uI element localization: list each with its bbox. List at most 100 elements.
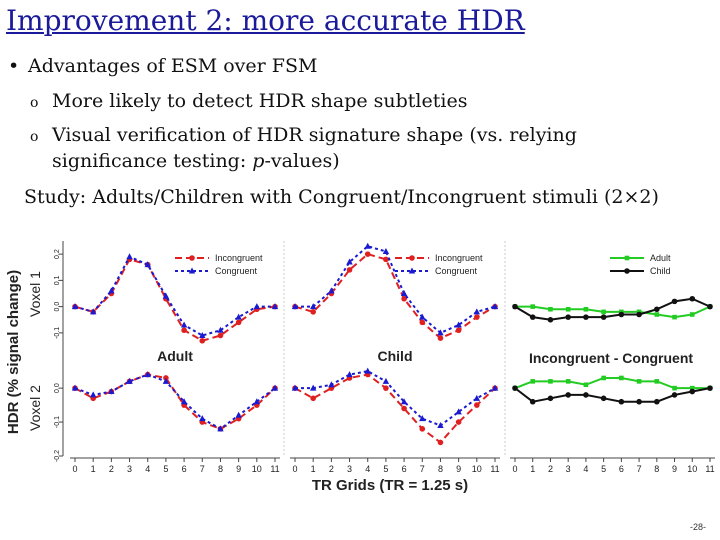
congruent-point [199, 332, 206, 338]
congruent-point [364, 242, 371, 249]
incongruent-point [310, 395, 316, 402]
congruent-point [400, 290, 408, 296]
child-point [547, 395, 554, 402]
adult-point [689, 312, 695, 317]
sub-bullet-marker-icon: o [30, 95, 39, 111]
legend-label: Child [650, 266, 671, 276]
child-point [583, 392, 589, 398]
congruent-point [455, 408, 462, 415]
child-point [689, 388, 696, 395]
child-point [565, 392, 571, 398]
sub-bullet-2-text-end: -values) [264, 150, 340, 172]
x-tick-label: 5 [601, 464, 606, 474]
incongruent-point [437, 335, 444, 341]
adult-point [689, 385, 695, 391]
congruent-point [188, 267, 196, 274]
congruent-point [71, 384, 79, 391]
incongruent-point [455, 419, 462, 425]
incongruent-point [419, 426, 426, 432]
child-point [636, 311, 642, 318]
study-line: Study: Adults/Children with Congruent/In… [24, 186, 659, 208]
p-italic: p [252, 150, 265, 172]
x-tick-label: 9 [236, 464, 241, 474]
child-point [707, 303, 713, 310]
child-point [512, 385, 518, 391]
x-tick-label: 10 [252, 464, 262, 474]
incongruent-point [401, 405, 407, 412]
adult-point [624, 255, 630, 261]
incongruent-line [74, 258, 276, 342]
x-tick-label: 4 [145, 464, 150, 474]
congruent-point [108, 287, 115, 294]
child-point [671, 392, 678, 398]
x-tick-label: 11 [705, 464, 714, 474]
x-tick-label: 8 [218, 464, 223, 474]
congruent-line [74, 373, 276, 431]
congruent-point [364, 367, 371, 374]
sub-bullet-2-text: Visual verification of HDR signature sha… [52, 124, 577, 146]
adult-point [636, 379, 642, 384]
x-tick-label: 0 [512, 464, 517, 474]
incongruent-point [199, 337, 206, 344]
x-tick-label: 6 [402, 464, 407, 474]
incongruent-line [294, 373, 496, 444]
congruent-point [291, 384, 299, 391]
congruent-point [382, 248, 390, 254]
incongruent-point [409, 255, 415, 261]
congruent-point [126, 253, 133, 260]
congruent-point [180, 321, 188, 328]
congruent-point [126, 377, 133, 384]
child-point [707, 385, 713, 391]
x-tick-label: 7 [420, 464, 425, 474]
congruent-line [295, 370, 496, 427]
congruent-point [408, 267, 416, 274]
y-tick-label: 0.2 [54, 249, 61, 259]
y-tick-label: 0.0 [54, 383, 61, 393]
x-tick-label: 4 [583, 464, 588, 474]
column-title-difference: Incongruent - Congruent [529, 350, 693, 366]
incongruent-point [181, 327, 187, 334]
congruent-point [346, 371, 353, 378]
adult-point [548, 379, 553, 384]
child-point [529, 314, 536, 320]
legend-label: Congruent [435, 266, 478, 276]
legend-label: Incongruent [435, 253, 483, 263]
x-tick-label: 3 [127, 464, 132, 474]
congruent-point [419, 415, 426, 422]
y-tick-label: -0.1 [54, 416, 61, 428]
adult-point [548, 306, 553, 312]
row-label-voxel2: Voxel 2 [27, 385, 43, 431]
child-point [636, 398, 642, 405]
child-point [654, 398, 660, 405]
x-tick-label: 3 [347, 464, 352, 474]
x-tick-label: 6 [619, 464, 624, 474]
x-tick-label: 5 [163, 464, 168, 474]
x-tick-label: 2 [548, 464, 553, 474]
child-point [618, 398, 625, 405]
x-tick-label: 10 [687, 464, 697, 474]
congruent-point [89, 391, 97, 398]
column-title-child: Child [378, 348, 413, 364]
y-tick-label: -0.2 [54, 450, 61, 462]
y-tick-label: 0.0 [54, 302, 61, 312]
child-point [600, 314, 607, 320]
incongruent-point [437, 439, 444, 446]
slide-title: Improvement 2: more accurate HDR [6, 4, 525, 37]
congruent-point [309, 384, 317, 391]
x-tick-label: 10 [472, 464, 482, 474]
sub-bullet-1: o More likely to detect HDR shape subtlet… [30, 90, 467, 112]
incongruent-point [383, 385, 389, 391]
child-point [600, 395, 607, 402]
bullet-advantages: • Advantages of ESM over FSM [8, 55, 317, 77]
adult-point [583, 382, 589, 388]
legend-label: Incongruent [215, 253, 263, 263]
child-point [547, 316, 554, 323]
x-tick-label: 5 [383, 464, 388, 474]
incongruent-point [383, 256, 389, 263]
sub-bullet-2-text-cont: significance testing: [52, 150, 253, 172]
adult-point [672, 314, 677, 320]
congruent-point [271, 384, 279, 391]
adult-point [601, 309, 606, 315]
congruent-point [162, 292, 170, 299]
x-tick-label: 0 [292, 464, 297, 474]
